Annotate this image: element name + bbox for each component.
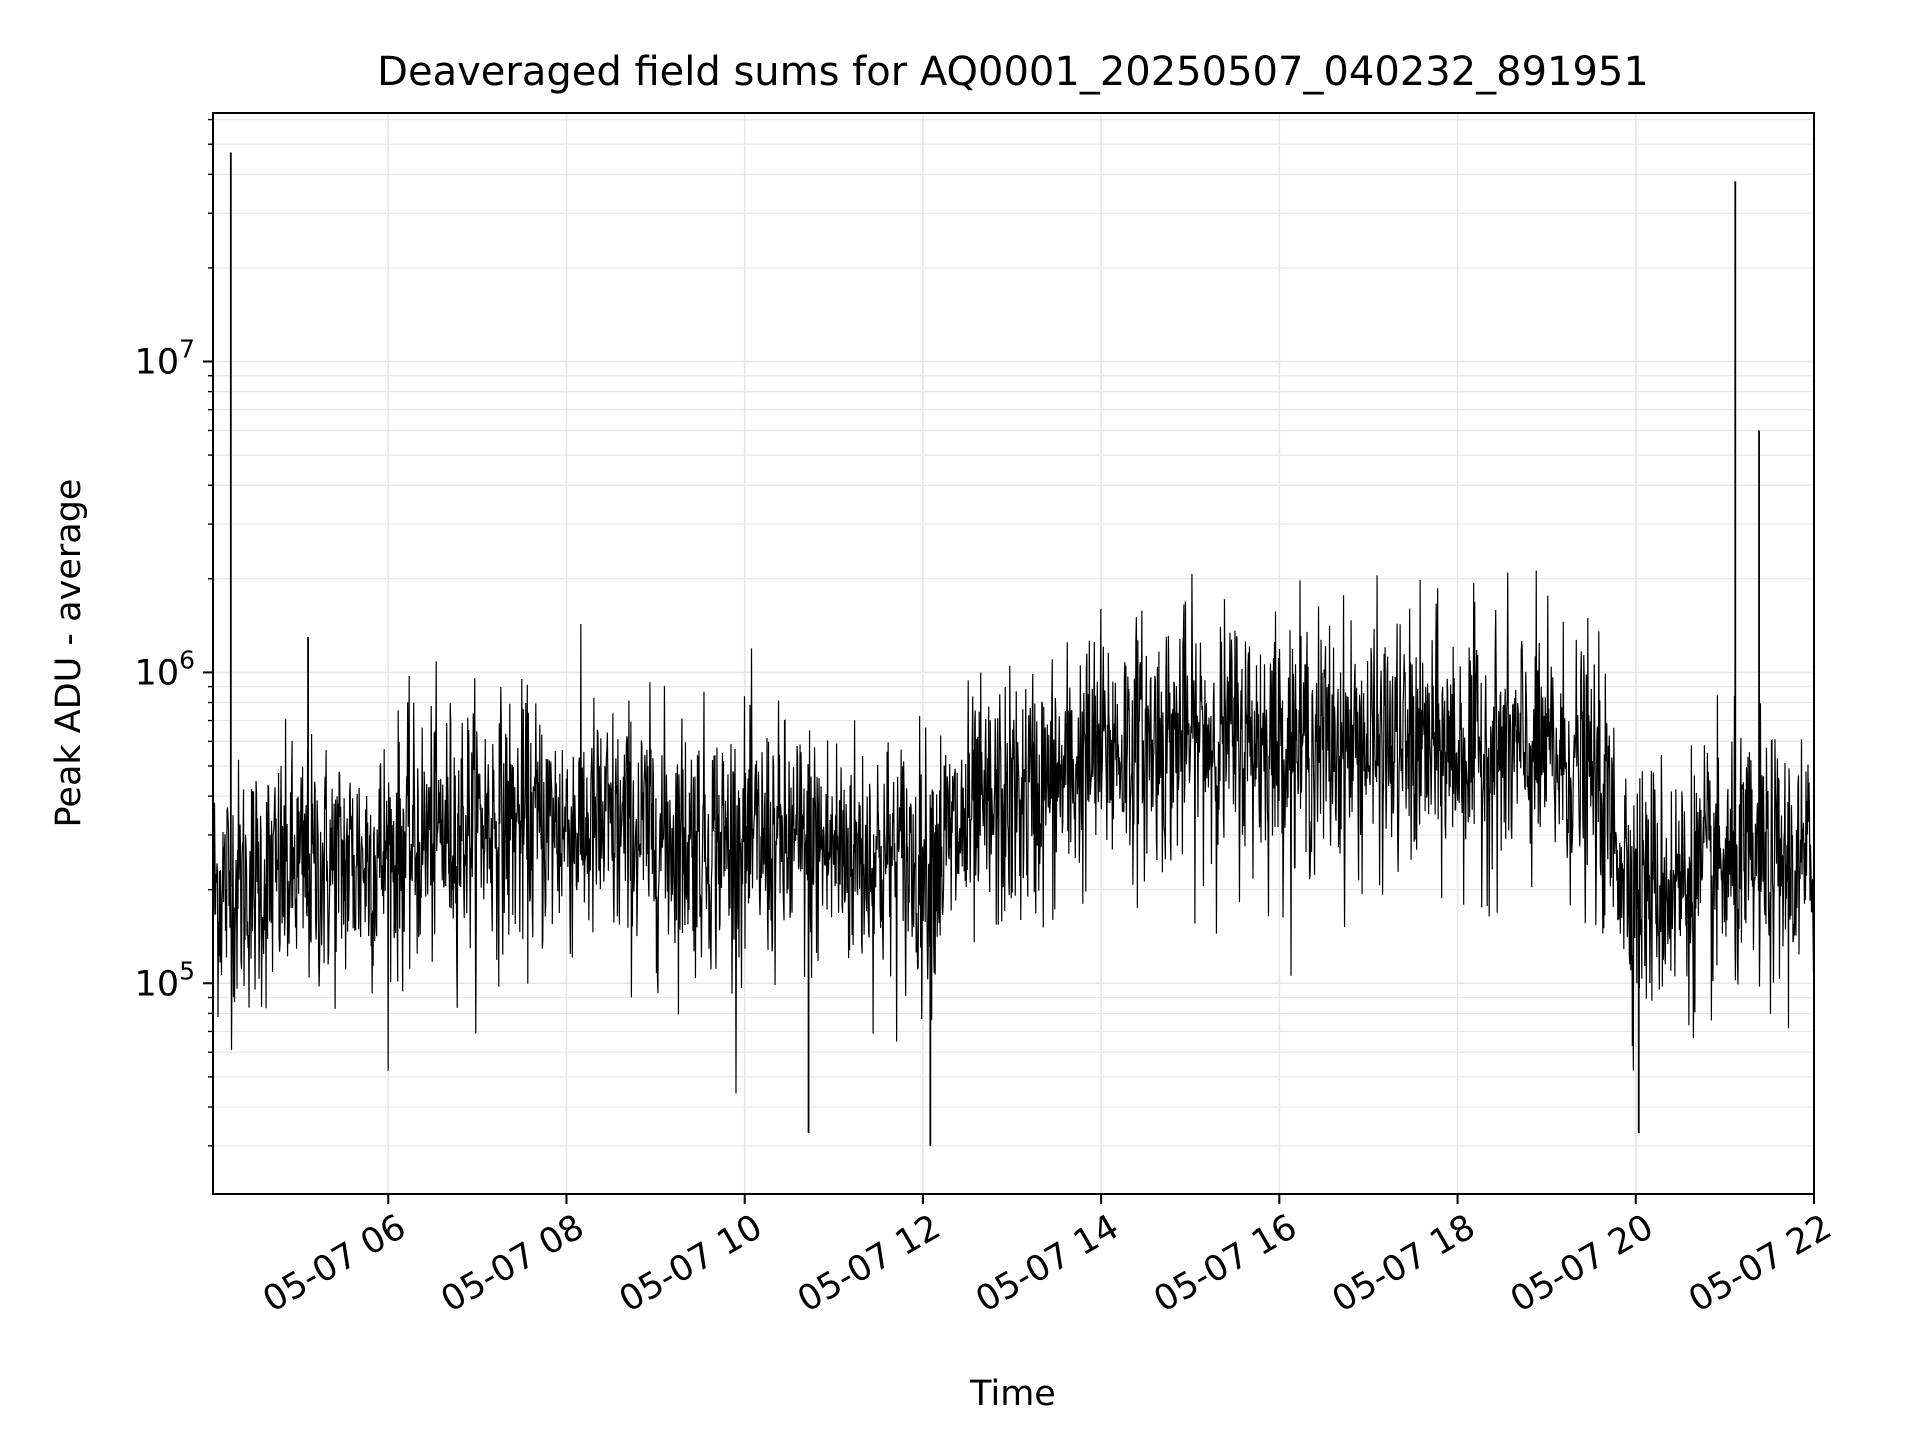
x-tick-label: 05-07 06 <box>256 1207 412 1320</box>
y-tick-exponent: 6 <box>179 645 195 674</box>
y-tick-base: 10 <box>135 653 180 693</box>
x-axis-ticks: 05-07 06 05-07 08 05-07 10 05-07 12 05-07 14… <box>256 1194 1839 1320</box>
x-tick-label: 05-07 14 <box>969 1207 1125 1320</box>
series-layer <box>212 152 1815 1146</box>
x-tick-label: 05-07 08 <box>435 1207 591 1320</box>
x-tick-label: 05-07 16 <box>1148 1207 1304 1320</box>
y-axis-label: Peak ADU - average <box>49 479 89 828</box>
chart-title: Deaveraged field sums for AQ0001_2025050… <box>377 49 1649 95</box>
y-tick-label: 107 <box>135 335 195 383</box>
x-tick-label: 05-07 18 <box>1326 1207 1482 1320</box>
series-line <box>212 570 1815 1094</box>
y-tick-exponent: 7 <box>179 335 195 364</box>
y-tick-base: 10 <box>135 964 180 1004</box>
x-tick-label: 05-07 10 <box>613 1207 769 1320</box>
x-tick-label: 05-07 20 <box>1504 1207 1660 1320</box>
spike-layer <box>229 152 1760 1146</box>
x-tick-label: 05-07 12 <box>791 1207 947 1320</box>
y-tick-exponent: 5 <box>179 956 195 985</box>
y-tick-base: 10 <box>135 343 180 383</box>
y-tick-label: 105 <box>135 956 195 1004</box>
y-tick-label: 106 <box>135 645 195 693</box>
x-axis-label: Time <box>969 1374 1056 1414</box>
plot-frame <box>212 112 1815 1195</box>
x-tick-label: 05-07 22 <box>1682 1207 1838 1320</box>
grid-layer <box>213 113 1815 1194</box>
